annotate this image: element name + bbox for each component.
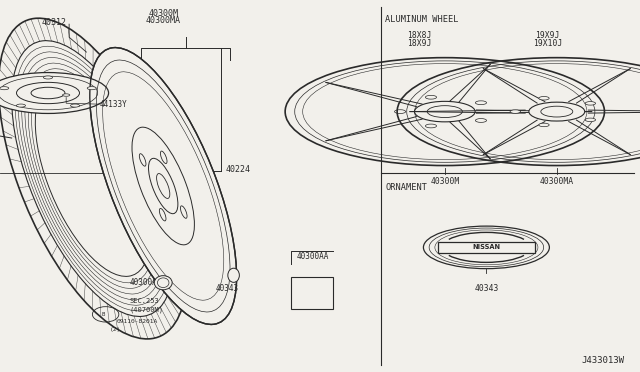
Ellipse shape xyxy=(90,48,237,324)
Ellipse shape xyxy=(44,76,52,79)
Text: 09110-8201A: 09110-8201A xyxy=(116,319,157,324)
Bar xyxy=(291,277,333,309)
Text: 40300M: 40300M xyxy=(148,9,178,17)
Ellipse shape xyxy=(539,123,549,127)
Text: 19X10J: 19X10J xyxy=(532,39,562,48)
Text: 40224: 40224 xyxy=(225,165,250,174)
Text: 40300A: 40300A xyxy=(130,278,158,287)
Ellipse shape xyxy=(415,101,475,122)
Ellipse shape xyxy=(426,124,436,128)
Text: NISSAN: NISSAN xyxy=(472,244,500,250)
Text: (40700M): (40700M) xyxy=(129,306,163,313)
Text: ORNAMENT: ORNAMENT xyxy=(385,183,428,192)
Text: 19X9J: 19X9J xyxy=(535,31,559,40)
Ellipse shape xyxy=(0,76,98,110)
Text: 40300M: 40300M xyxy=(430,177,460,186)
Ellipse shape xyxy=(17,104,26,107)
Ellipse shape xyxy=(148,158,178,214)
Ellipse shape xyxy=(0,73,109,113)
Text: 18X8J: 18X8J xyxy=(407,31,431,40)
Text: 40343: 40343 xyxy=(216,284,239,293)
Text: 40300AA: 40300AA xyxy=(296,252,328,261)
Ellipse shape xyxy=(161,151,167,164)
Ellipse shape xyxy=(132,127,195,245)
Text: ALUMINUM WHEEL: ALUMINUM WHEEL xyxy=(385,15,459,24)
Ellipse shape xyxy=(426,95,436,99)
Text: 40300MA: 40300MA xyxy=(146,16,180,25)
Text: SEC.253: SEC.253 xyxy=(129,298,159,304)
Ellipse shape xyxy=(140,154,146,166)
Ellipse shape xyxy=(0,87,9,90)
Ellipse shape xyxy=(510,110,520,113)
Ellipse shape xyxy=(428,106,462,118)
Ellipse shape xyxy=(87,87,96,90)
Ellipse shape xyxy=(585,118,596,122)
Ellipse shape xyxy=(17,82,79,104)
Ellipse shape xyxy=(180,206,187,218)
Ellipse shape xyxy=(394,110,406,113)
Ellipse shape xyxy=(159,208,166,221)
Text: 40343: 40343 xyxy=(474,284,499,293)
Text: 44133Y: 44133Y xyxy=(99,100,127,109)
Ellipse shape xyxy=(529,102,585,121)
Text: J433013W: J433013W xyxy=(581,356,624,365)
Text: 40312: 40312 xyxy=(42,18,67,27)
Text: 18X9J: 18X9J xyxy=(407,39,431,48)
Ellipse shape xyxy=(228,268,239,282)
Text: (2): (2) xyxy=(110,327,122,332)
Ellipse shape xyxy=(154,276,172,290)
Ellipse shape xyxy=(476,101,486,105)
Ellipse shape xyxy=(539,96,549,100)
Text: 40300MA: 40300MA xyxy=(540,177,574,186)
Ellipse shape xyxy=(157,174,170,198)
Ellipse shape xyxy=(585,102,596,105)
Ellipse shape xyxy=(63,94,70,96)
Ellipse shape xyxy=(31,87,65,99)
Text: B: B xyxy=(101,312,105,317)
Bar xyxy=(438,242,535,253)
Ellipse shape xyxy=(541,106,573,117)
Ellipse shape xyxy=(476,119,486,122)
Ellipse shape xyxy=(70,104,79,107)
